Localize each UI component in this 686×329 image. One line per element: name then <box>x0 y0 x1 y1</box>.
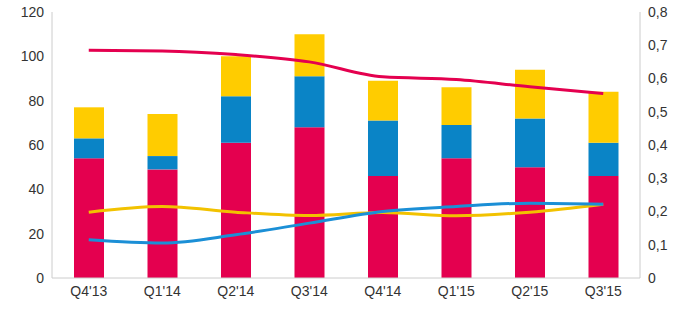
svg-text:0,6: 0,6 <box>648 70 668 86</box>
svg-text:0,7: 0,7 <box>648 37 668 53</box>
svg-text:80: 80 <box>28 93 44 109</box>
svg-text:100: 100 <box>21 48 45 64</box>
svg-text:Q4'14: Q4'14 <box>364 283 401 299</box>
svg-text:20: 20 <box>28 226 44 242</box>
svg-text:0,4: 0,4 <box>648 137 668 153</box>
svg-text:Q1'14: Q1'14 <box>144 283 181 299</box>
svg-text:0,3: 0,3 <box>648 170 668 186</box>
svg-text:Q3'15: Q3'15 <box>585 283 622 299</box>
svg-text:Q2'14: Q2'14 <box>217 283 254 299</box>
svg-text:Q3'14: Q3'14 <box>291 283 328 299</box>
svg-text:120: 120 <box>21 4 45 20</box>
svg-text:0,2: 0,2 <box>648 203 668 219</box>
svg-text:0: 0 <box>648 270 656 286</box>
svg-text:60: 60 <box>28 137 44 153</box>
svg-text:40: 40 <box>28 181 44 197</box>
svg-text:0,1: 0,1 <box>648 237 668 253</box>
svg-text:0,8: 0,8 <box>648 4 668 20</box>
svg-text:Q1'15: Q1'15 <box>438 283 475 299</box>
svg-text:0: 0 <box>36 270 44 286</box>
svg-text:Q2'15: Q2'15 <box>511 283 548 299</box>
svg-text:Q4'13: Q4'13 <box>70 283 107 299</box>
svg-text:0,5: 0,5 <box>648 104 668 120</box>
